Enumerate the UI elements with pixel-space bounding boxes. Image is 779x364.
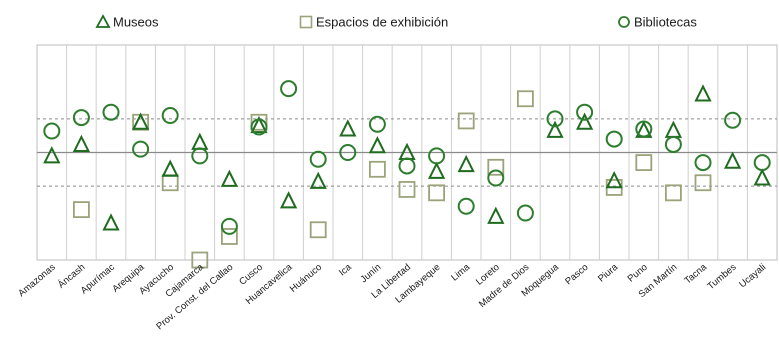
data-point-espacios — [161, 174, 179, 192]
data-point-bibliotecas — [576, 103, 594, 121]
data-point-museos — [723, 151, 742, 169]
data-point-bibliotecas — [102, 103, 120, 121]
data-point-espacios — [220, 228, 238, 245]
data-point-museos — [753, 168, 771, 186]
data-point-bibliotecas — [753, 154, 771, 172]
data-point-museos — [43, 146, 61, 164]
data-point-espacios — [428, 184, 446, 202]
data-point-bibliotecas — [398, 157, 416, 175]
data-point-espacios — [457, 112, 475, 130]
data-point-museos — [339, 119, 357, 137]
data-point-museos — [575, 112, 594, 130]
data-point-museos — [131, 112, 150, 130]
data-point-bibliotecas — [161, 107, 179, 125]
legend-label: Espacios de exhibición — [316, 15, 448, 30]
data-point-espacios — [635, 154, 653, 171]
data-point-museos — [279, 191, 298, 209]
data-point-museos — [72, 134, 91, 152]
legend: Museos Espacios de exhibición Bibliotecas — [95, 14, 697, 30]
data-point-museos — [664, 120, 683, 138]
data-point-bibliotecas — [43, 122, 61, 140]
data-point-bibliotecas — [309, 150, 327, 168]
legend-item-bibliotecas: Bibliotecas — [618, 15, 697, 30]
data-point-bibliotecas — [487, 169, 505, 187]
data-point-museos — [694, 84, 712, 102]
plot-area — [36, 44, 778, 269]
square-marker-icon — [299, 15, 313, 29]
data-point-bibliotecas — [724, 111, 742, 129]
data-point-espacios — [132, 113, 150, 131]
data-point-museos — [161, 159, 179, 177]
data-point-bibliotecas — [605, 130, 623, 148]
data-point-bibliotecas — [428, 147, 446, 165]
data-point-museos — [546, 120, 564, 138]
x-tick-label: Lima — [449, 261, 472, 283]
x-tick-label: Puno — [626, 262, 650, 285]
data-point-espacios — [309, 221, 327, 239]
legend-label: Museos — [113, 15, 159, 30]
data-point-espacios — [191, 251, 209, 269]
x-tick-label: Pasco — [563, 262, 590, 287]
data-point-museos — [250, 115, 268, 134]
data-point-museos — [368, 136, 387, 154]
data-point-bibliotecas — [635, 120, 653, 138]
data-point-espacios — [517, 90, 534, 108]
data-point-museos — [457, 154, 475, 173]
data-point-espacios — [368, 160, 386, 178]
data-point-bibliotecas — [191, 147, 209, 165]
x-tick-label: Amazonas — [16, 262, 58, 299]
data-point-bibliotecas — [280, 80, 298, 98]
circle-marker-icon — [618, 16, 630, 28]
data-point-bibliotecas — [339, 144, 357, 161]
data-point-bibliotecas — [516, 204, 534, 222]
legend-item-museos: Museos — [95, 14, 159, 30]
x-tick-label: Ica — [337, 261, 354, 278]
data-point-bibliotecas — [664, 135, 682, 153]
data-point-espacios — [694, 174, 712, 192]
legend-label: Bibliotecas — [634, 15, 697, 30]
data-point-museos — [487, 206, 505, 224]
data-point-museos — [191, 132, 209, 150]
x-tick-label: Ucayali — [737, 262, 768, 290]
legend-item-espacios: Espacios de exhibición — [299, 15, 448, 30]
data-point-museos — [605, 170, 623, 189]
data-point-bibliotecas — [220, 217, 238, 235]
data-point-espacios — [73, 201, 90, 219]
data-point-bibliotecas — [546, 110, 564, 128]
data-point-espacios — [250, 113, 268, 131]
data-point-museos — [427, 161, 446, 179]
x-tick-label: Huánuco — [288, 262, 324, 295]
data-point-bibliotecas — [694, 154, 712, 172]
data-point-espacios — [487, 158, 505, 176]
data-point-bibliotecas — [250, 118, 268, 136]
data-point-bibliotecas — [457, 197, 475, 215]
x-tick-label: Tumbes — [705, 262, 738, 292]
data-point-museos — [102, 213, 120, 231]
x-tick-label: Piura — [596, 261, 621, 284]
data-point-museos — [220, 169, 239, 187]
data-point-bibliotecas — [368, 115, 386, 133]
x-axis-tick-labels: AmazonasÁncashApurímacArequipaAyacuchoCa… — [16, 261, 768, 332]
x-tick-label: Junín — [358, 262, 383, 285]
data-point-espacios — [665, 184, 682, 202]
data-point-bibliotecas — [72, 109, 90, 127]
data-point-museos — [309, 171, 327, 189]
triangle-marker-icon — [95, 14, 111, 28]
data-point-bibliotecas — [132, 140, 150, 158]
data-point-espacios — [398, 181, 416, 198]
